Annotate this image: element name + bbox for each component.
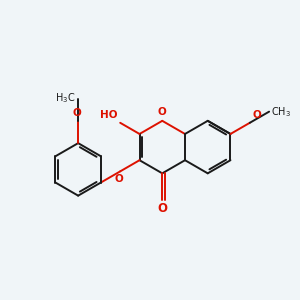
Text: HO: HO — [100, 110, 118, 120]
Text: O: O — [114, 174, 123, 184]
Text: CH$_3$: CH$_3$ — [272, 105, 292, 118]
Text: H$_3$C: H$_3$C — [56, 92, 76, 105]
Text: O: O — [252, 110, 261, 120]
Text: O: O — [158, 107, 167, 117]
Text: O: O — [72, 108, 81, 118]
Text: O: O — [157, 202, 167, 215]
